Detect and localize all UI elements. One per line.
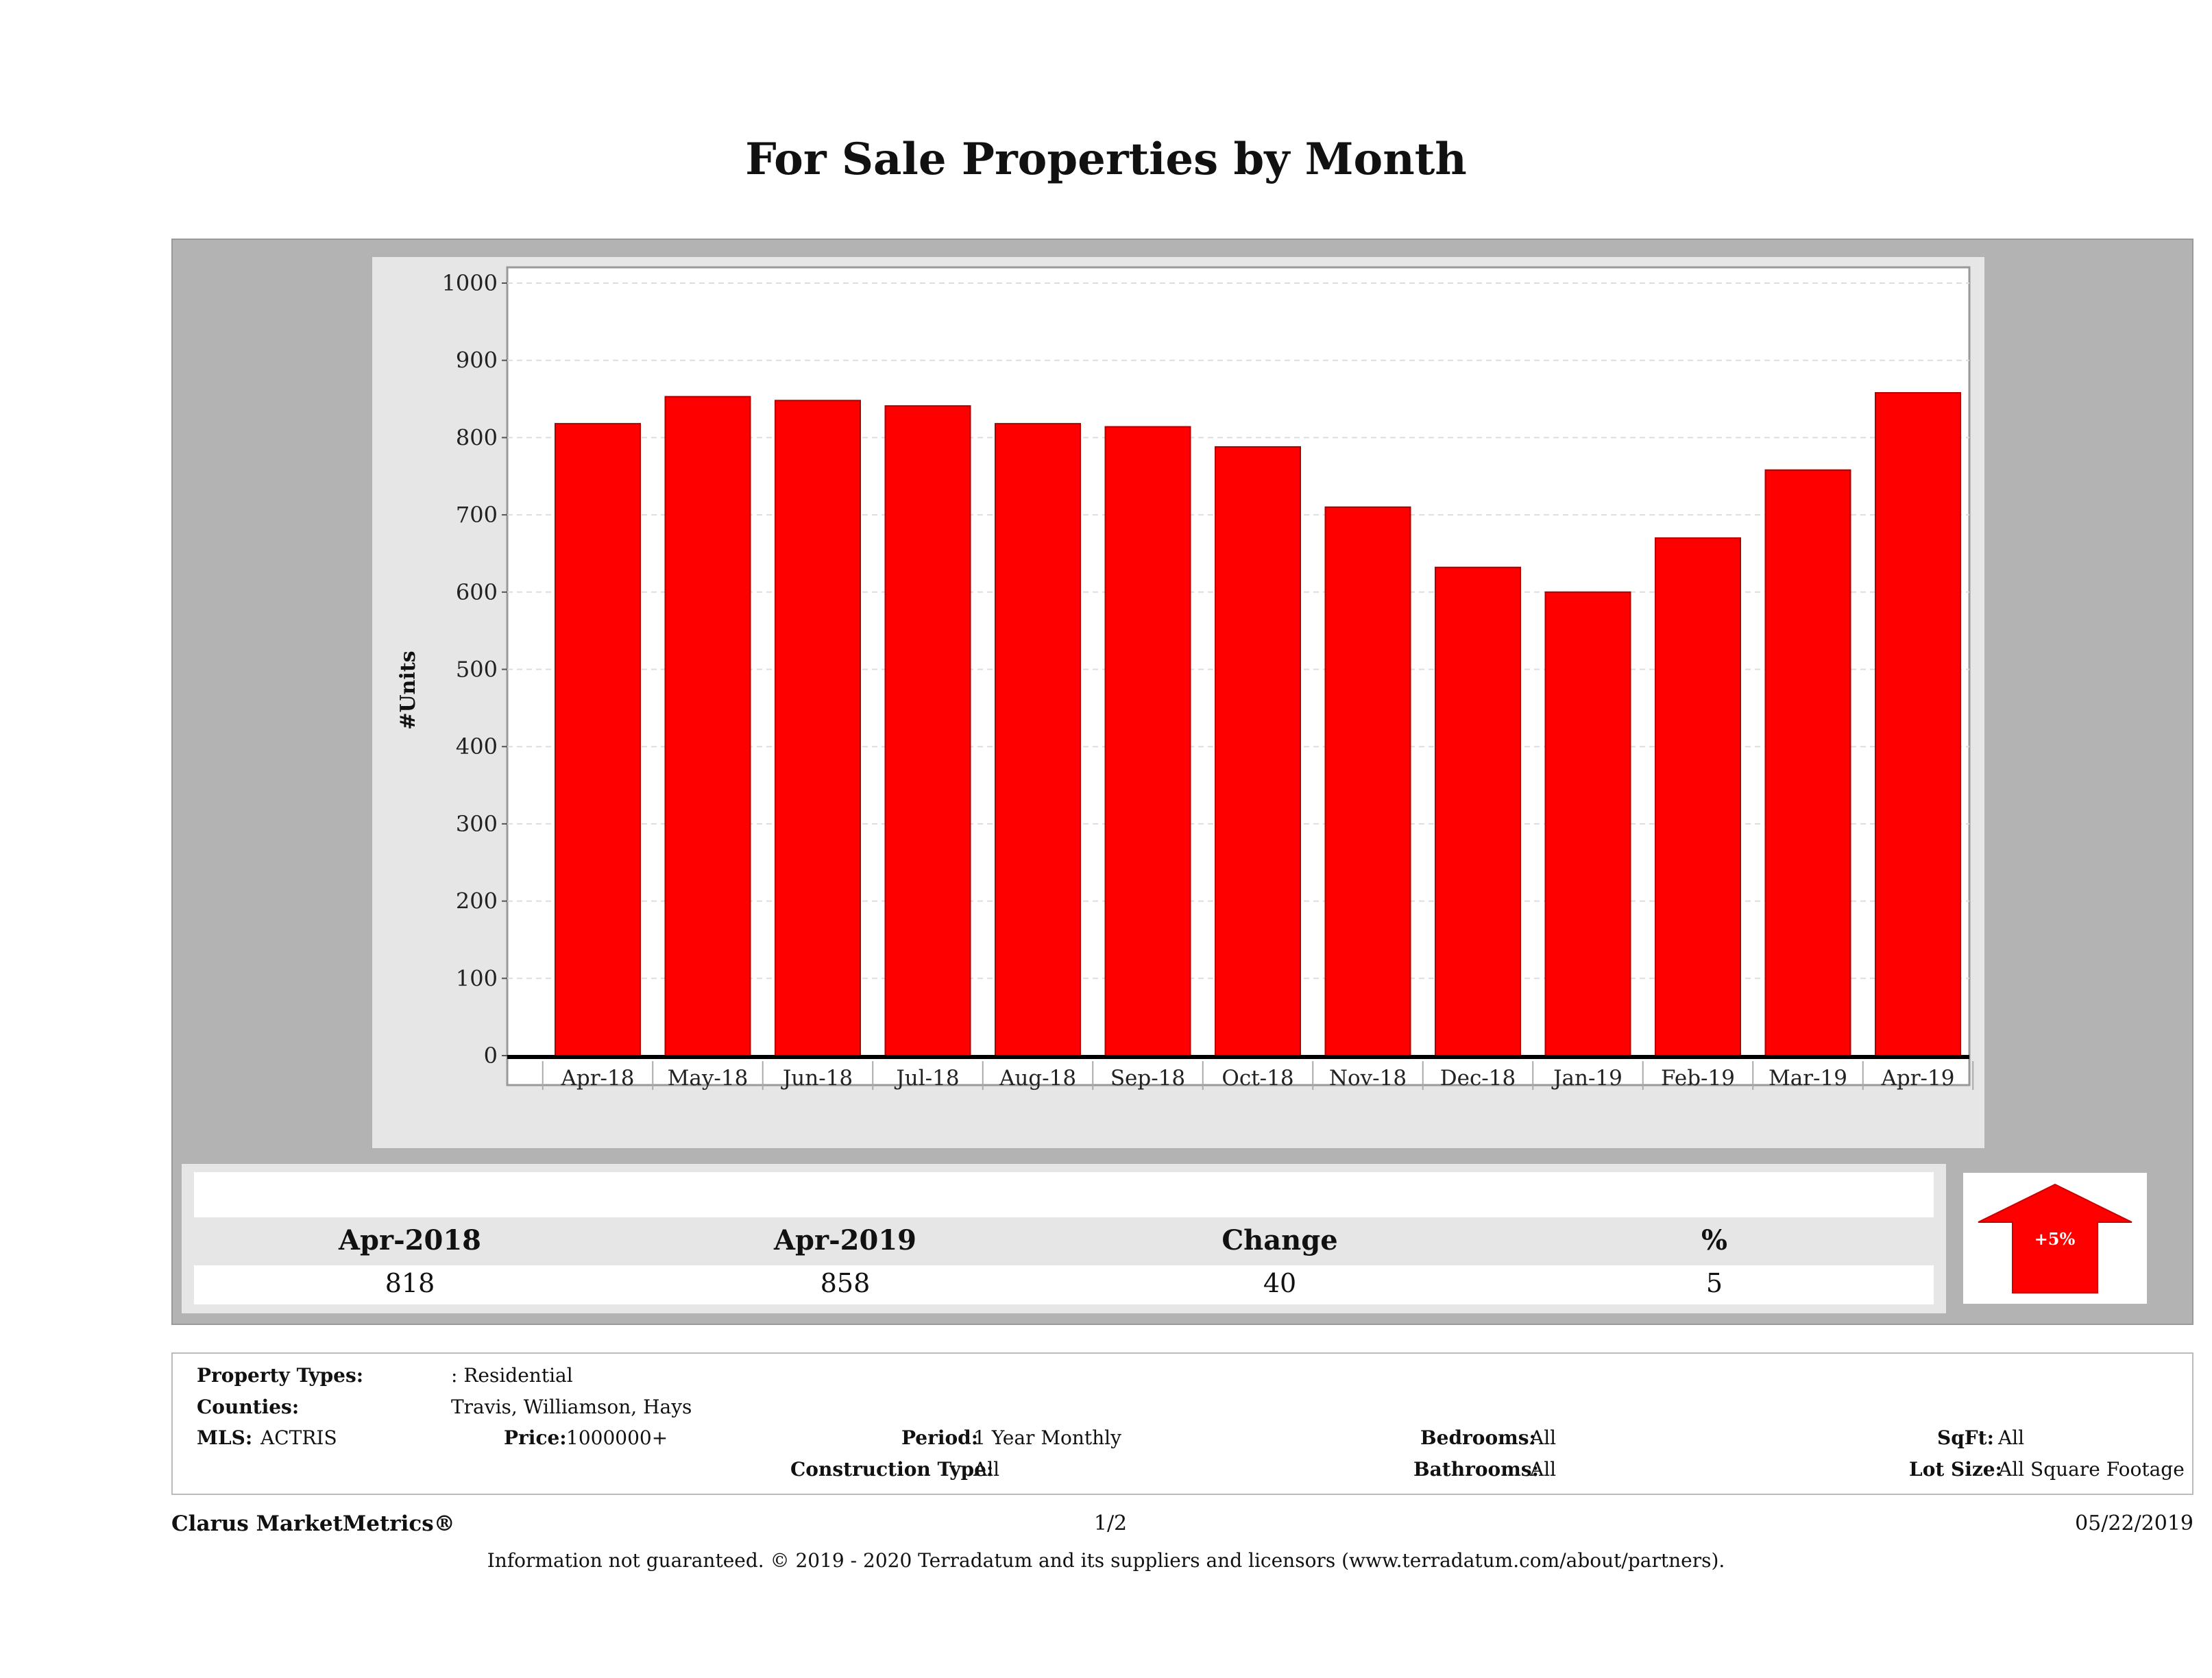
construction-type-label: Construction Type: [790,1458,994,1481]
x-tick-label: Jan-19 [1551,1066,1622,1091]
x-tick-label: Oct-18 [1222,1066,1293,1091]
x-tick-label: Mar-19 [1769,1066,1847,1091]
y-tick-label: 700 [456,502,498,528]
summary-value-start: 818 [385,1268,435,1298]
chart-title: For Sale Properties by Month [745,134,1467,185]
mls-value: ACTRIS [260,1426,337,1449]
property-types-value: : Residential [451,1364,573,1387]
summary-values-row [194,1265,1934,1304]
summary-header-row [194,1172,1934,1217]
property-types-label: Property Types: [197,1364,364,1387]
bar [884,405,971,1056]
x-tick-label: Apr-19 [1881,1066,1955,1091]
period-label: Period: [901,1426,979,1449]
y-tick-label: 100 [456,965,498,991]
construction-type-value: All [973,1458,1000,1481]
search-criteria [171,1352,2193,1495]
y-axis-ticks: 0 100 200 300 400 500 600 700 800 900 1000 [442,270,507,1069]
up-arrow-icon [1978,1183,2132,1293]
x-tick-label: Nov-18 [1329,1066,1407,1091]
x-tick-label: Feb-19 [1661,1066,1735,1091]
bedrooms-value: All [1530,1426,1557,1449]
bar [1435,566,1521,1056]
bar [664,396,751,1056]
price-value: 1000000+ [566,1426,668,1449]
y-tick-label: 0 [484,1043,498,1069]
x-tick-label: May-18 [668,1066,749,1091]
x-tick-label: Aug-18 [999,1066,1076,1091]
summary-label-percent: % [1701,1224,1727,1256]
bedrooms-label: Bedrooms: [1420,1426,1536,1449]
bathrooms-value: All [1530,1458,1557,1481]
summary-label-start: Apr-2018 [338,1224,481,1256]
x-tick-label: Jul-18 [894,1066,959,1091]
bar [1544,591,1631,1056]
bar [1764,469,1851,1056]
x-tick-label: Jun-18 [781,1066,853,1091]
bar [1875,392,1961,1056]
lot-size-label: Lot Size: [1909,1458,2002,1481]
y-tick-label: 600 [456,579,498,605]
bar [1324,506,1411,1056]
y-tick-label: 900 [456,348,498,374]
bar [1104,426,1191,1056]
sqft-value: All [1998,1426,2025,1449]
y-tick-label: 300 [456,811,498,837]
lot-size-value: All Square Footage [1998,1458,2185,1481]
brand-name: Clarus MarketMetrics® [171,1511,455,1536]
y-tick-label: 500 [456,657,498,683]
x-tick-label: Apr-18 [561,1066,635,1091]
summary-value-percent: 5 [1705,1268,1723,1298]
y-tick-label: 400 [456,733,498,759]
price-label: Price: [504,1426,567,1449]
counties-label: Counties: [197,1396,300,1418]
bar [1655,537,1741,1057]
disclaimer: Information not guaranteed. © 2019 - 202… [487,1549,1725,1572]
report-date: 05/22/2019 [2075,1511,2193,1535]
change-indicator [1963,1173,2147,1304]
summary-value-change: 40 [1263,1268,1297,1298]
x-tick-label: Dec-18 [1440,1066,1516,1091]
page-number: 1/2 [1093,1511,1128,1535]
bar [1215,446,1301,1056]
mls-label: MLS: [197,1426,253,1449]
y-tick-label: 800 [456,424,498,450]
bathrooms-label: Bathrooms: [1413,1458,1539,1481]
bars [555,392,1961,1057]
summary-label-end: Apr-2019 [773,1224,916,1256]
y-axis-label: #Units [396,650,420,729]
change-percent-label: +5% [2034,1229,2076,1249]
period-value: 1 Year Monthly [973,1426,1121,1449]
sqft-label: SqFt: [1937,1426,1994,1449]
summary-value-end: 858 [820,1268,871,1298]
summary-label-change: Change [1222,1224,1338,1256]
x-axis-ticks: Apr-18 May-18 Jun-18 Jul-18 Aug-18 Sep-18 Oct-… [507,1055,1974,1091]
counties-value: Travis, Williamson, Hays [451,1396,692,1418]
bar-chart: 0 100 200 300 400 500 600 700 800 900 1000 Apr-18 M… [396,266,1974,1091]
bar [995,423,1081,1056]
bar [555,423,641,1056]
y-tick-label: 1000 [442,270,498,296]
bar [775,400,861,1056]
x-tick-label: Sep-18 [1110,1066,1185,1091]
y-tick-label: 200 [456,888,498,914]
